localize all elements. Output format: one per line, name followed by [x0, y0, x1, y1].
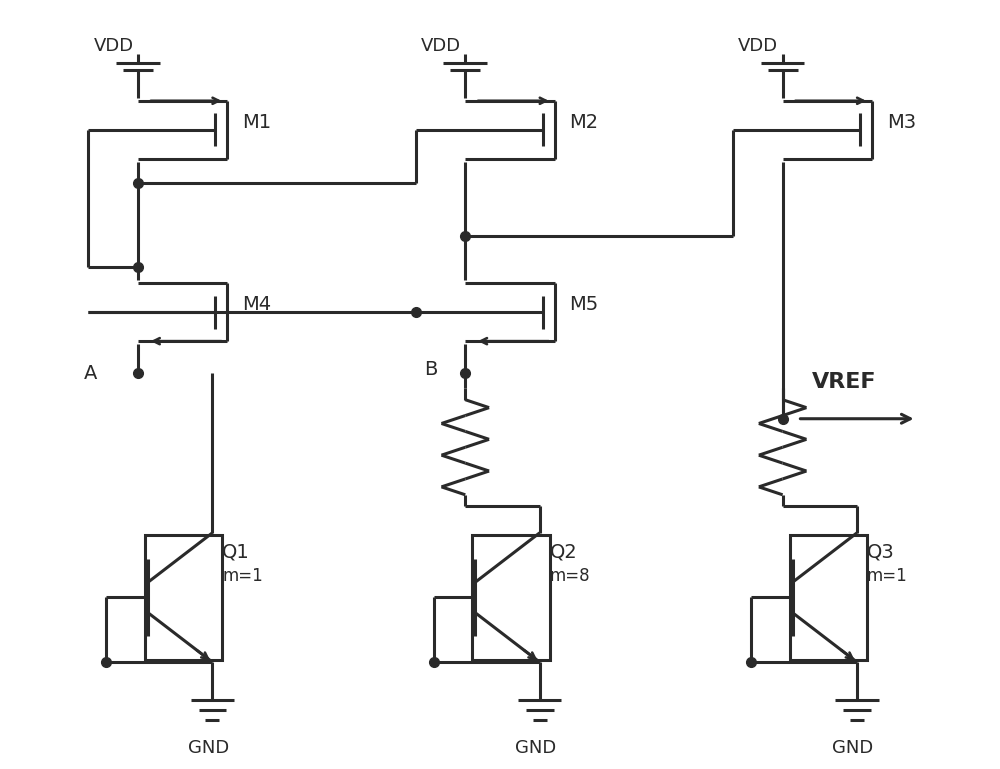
Text: Q1: Q1	[222, 542, 250, 561]
Text: VDD: VDD	[93, 37, 134, 55]
Text: m=8: m=8	[550, 568, 590, 585]
Bar	[790, 534, 867, 661]
Text: GND: GND	[188, 739, 229, 757]
Bar	[472, 534, 550, 661]
Text: M2: M2	[569, 112, 599, 131]
Text: GND: GND	[832, 739, 873, 757]
Text: M3: M3	[887, 112, 916, 131]
Text: M5: M5	[569, 295, 599, 314]
Text: m=1: m=1	[222, 568, 263, 585]
Text: B: B	[424, 360, 437, 379]
Bar	[145, 534, 222, 661]
Text: M1: M1	[242, 112, 271, 131]
Text: M4: M4	[242, 295, 271, 314]
Text: Q2: Q2	[550, 542, 577, 561]
Text: VDD: VDD	[738, 37, 778, 55]
Text: GND: GND	[515, 739, 556, 757]
Text: Q3: Q3	[867, 542, 895, 561]
Text: m=1: m=1	[867, 568, 908, 585]
Text: A: A	[84, 364, 97, 383]
Text: VDD: VDD	[421, 37, 461, 55]
Text: VREF: VREF	[812, 372, 877, 392]
